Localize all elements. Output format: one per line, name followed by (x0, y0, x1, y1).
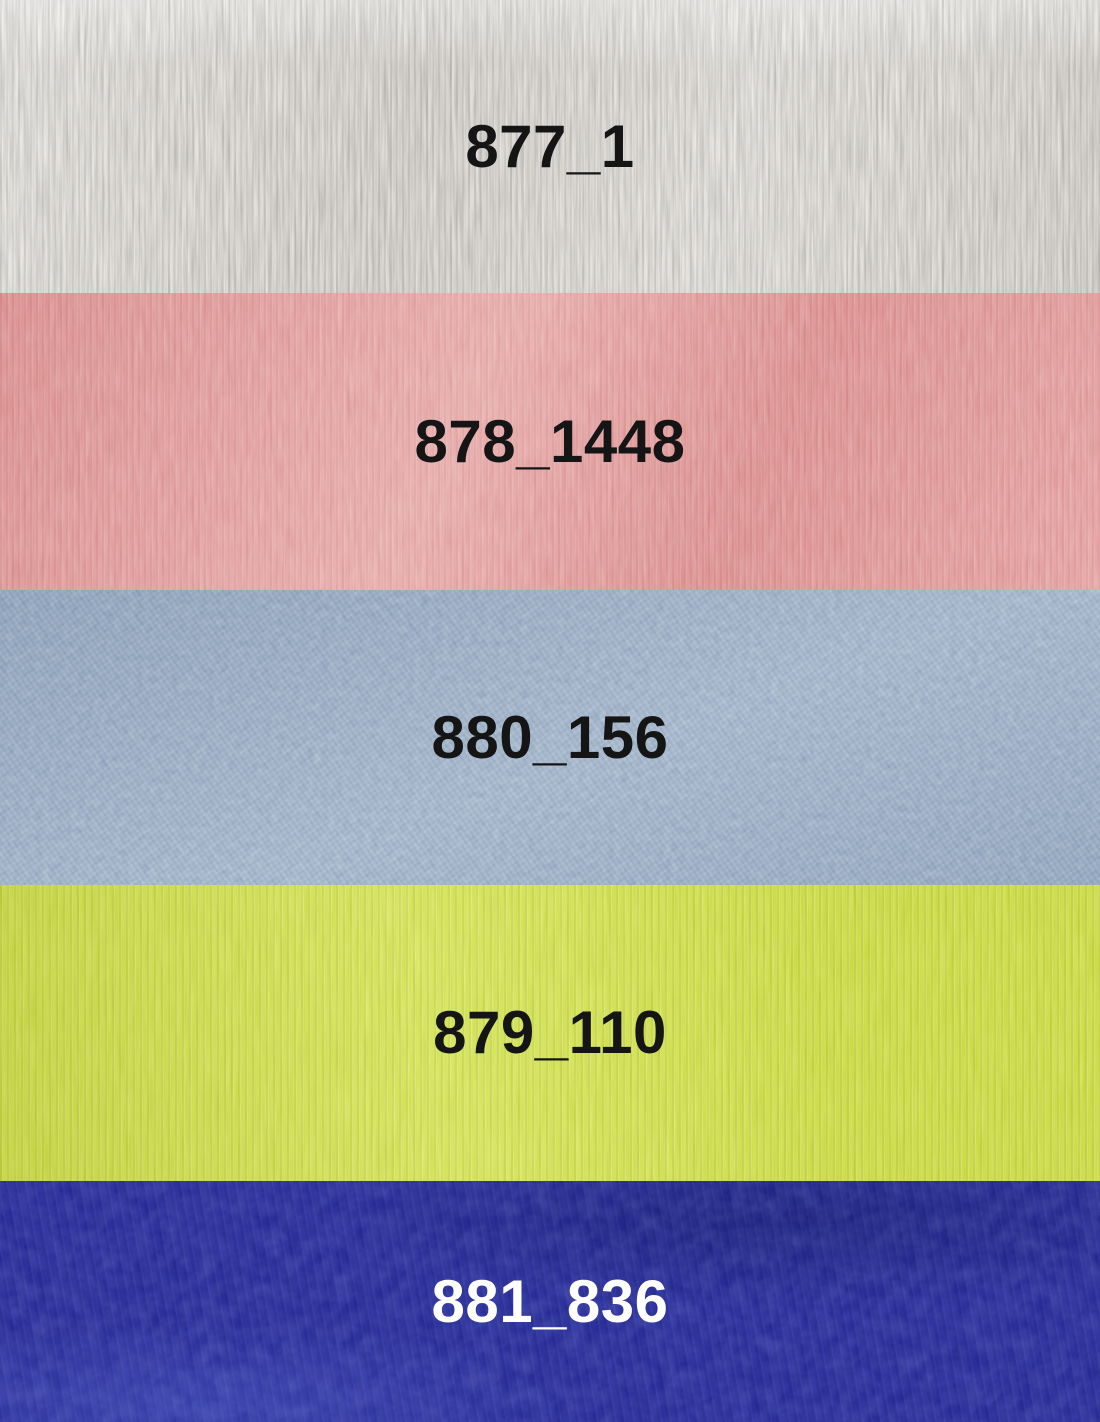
swatch-label: 879_110 (433, 999, 667, 1066)
swatch-label: 881_836 (431, 1267, 669, 1335)
swatch-label: 877_1 (465, 112, 635, 180)
fabric-swatch: 880_156 (0, 590, 1100, 885)
fabric-swatch: 881_836 (0, 1181, 1100, 1422)
fabric-swatch: 878_1448 (0, 293, 1100, 590)
swatch-label: 880_156 (431, 703, 669, 771)
fabric-swatch: 877_1 (0, 0, 1100, 293)
fabric-swatch: 879_110 (0, 885, 1100, 1181)
swatch-label: 878_1448 (414, 407, 686, 475)
